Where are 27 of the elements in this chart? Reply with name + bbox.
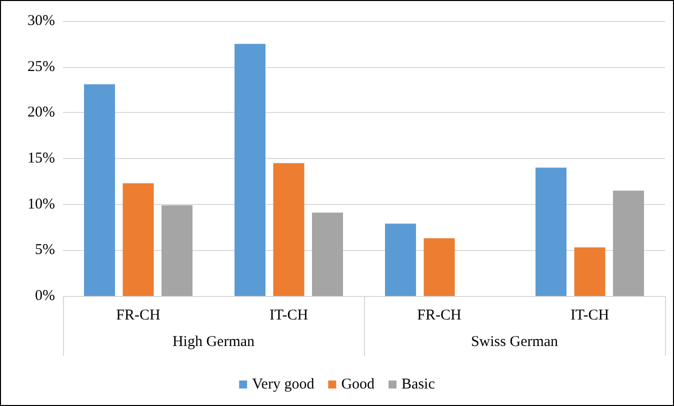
y-tick-label: 0%	[35, 288, 55, 304]
legend-label: Good	[341, 376, 376, 392]
y-tick-label: 5%	[35, 242, 55, 258]
y-tick-label: 30%	[28, 13, 55, 29]
bar	[234, 44, 266, 296]
legend-label: Very good	[252, 376, 315, 392]
x-tick-label: FR-CH	[417, 308, 462, 324]
x-tick-label: FR-CH	[116, 308, 161, 324]
bar	[273, 163, 304, 296]
bar	[574, 247, 606, 296]
x-tick-label: IT-CH	[269, 308, 308, 324]
bar	[122, 183, 154, 296]
y-tick-label: 20%	[28, 104, 55, 121]
y-tick-label: 25%	[28, 58, 55, 75]
bar	[162, 205, 192, 296]
bar	[613, 190, 644, 296]
bar	[424, 238, 455, 296]
bar	[312, 212, 343, 296]
y-tick-label: 10%	[28, 196, 55, 212]
legend-label: Basic	[402, 376, 436, 392]
y-tick-label: 15%	[28, 150, 55, 166]
x-tick-label: IT-CH	[570, 308, 610, 324]
bar	[385, 224, 416, 296]
bar	[84, 84, 115, 296]
text: Swiss German	[470, 334, 559, 350]
bar	[536, 168, 566, 296]
text: High German	[172, 334, 256, 350]
